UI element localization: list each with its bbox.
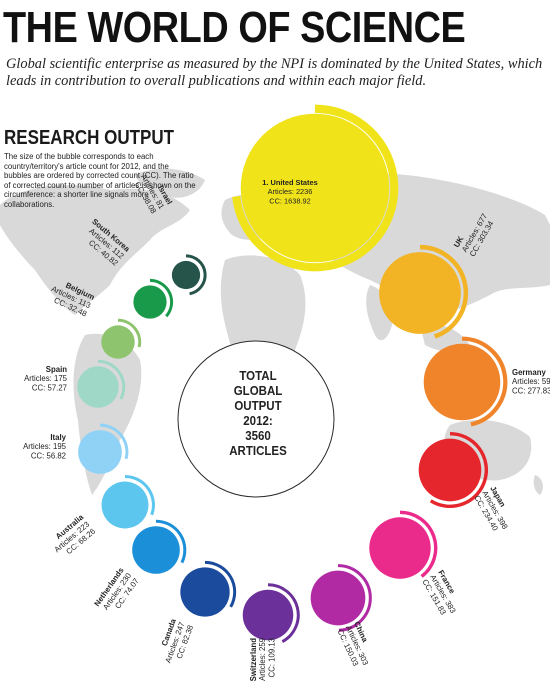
total-output-line: 3560 (245, 429, 271, 443)
country-circle (101, 481, 149, 529)
total-output-line: TOTAL (239, 369, 277, 383)
cc-ratio-arc (337, 564, 372, 632)
article-count: Articles: 195 (23, 442, 67, 451)
cc-ratio-arc (97, 359, 126, 400)
country-label: IsraelArticles: 81CC: 38.08 (131, 168, 174, 215)
country-label: ChinaArticles: 303CC: 150.03 (336, 620, 379, 670)
country-name: Italy (50, 433, 66, 442)
country-circle (369, 517, 431, 579)
section-heading: RESEARCH OUTPUT (4, 127, 175, 149)
country-label: 1. United States Articles: 2236 CC: 1638.9… (262, 178, 317, 205)
country-bubble: UKArticles: 677CC: 303.34 (379, 207, 497, 339)
total-output-line: 2012: (243, 414, 273, 428)
cc-ratio-arc (99, 423, 129, 460)
cc-ratio-arc (419, 244, 469, 339)
total-output-line: ARTICLES (229, 444, 287, 458)
country-circle (171, 260, 201, 290)
corrected-count: CC: 1638.92 (269, 196, 311, 205)
country-label: BelgiumArticles: 113CC: 32.48 (46, 276, 96, 319)
country-name: 1. United States (262, 178, 317, 187)
country-bubble: ChinaArticles: 303CC: 150.03 (310, 564, 379, 670)
country-label: Italy Articles: 195 CC: 56.82 (23, 433, 67, 460)
cc-ratio-arc (461, 336, 508, 427)
country-bubble: IsraelArticles: 81CC: 38.08 (131, 168, 207, 296)
country-bubble: CanadaArticles: 247CC: 82.38 (155, 560, 237, 667)
cc-ratio-arc (267, 583, 300, 643)
country-name: Germany (512, 368, 546, 377)
country-bubble: Spain Articles: 175 CC: 57.27 (24, 359, 126, 408)
country-bubble: Italy Articles: 195 CC: 56.82 (23, 423, 129, 474)
corrected-count: CC: 57.27 (32, 383, 67, 392)
corrected-count: CC: 109.13 (267, 638, 276, 677)
corrected-count: CC: 56.82 (31, 451, 66, 460)
country-name: Spain (46, 365, 67, 374)
cc-ratio-arc (185, 254, 207, 296)
cc-ratio-arc (124, 475, 155, 516)
page-subtitle: Global scientific enterprise as measured… (6, 56, 543, 89)
article-count: Articles: 595 (512, 377, 550, 386)
cc-ratio-arc (232, 104, 399, 272)
cc-ratio-arc (155, 519, 187, 564)
country-circle (418, 438, 482, 502)
article-count: Articles: 2236 (268, 187, 313, 196)
page-title: THE WORLD OF SCIENCE (3, 3, 466, 52)
country-label: AustraliaArticles: 223CC: 68.26 (47, 512, 98, 561)
country-bubble: FranceArticles: 383CC: 151.83 (369, 510, 465, 620)
country-label: Spain Articles: 175 CC: 57.27 (24, 365, 68, 392)
country-label: NetherlandsArticles: 230CC: 74.07 (92, 565, 141, 618)
total-output-label: TOTAL GLOBAL OUTPUT 2012: 3560 ARTICLES (221, 369, 295, 459)
cc-ratio-arc (117, 318, 142, 348)
country-bubble: BelgiumArticles: 113CC: 32.48 (46, 276, 142, 359)
article-count: Articles: 175 (24, 374, 68, 383)
country-bubble: JapanArticles: 398CC: 234.40 (418, 431, 510, 533)
country-bubble: 1. United States Articles: 2236 CC: 1638.9… (232, 104, 399, 272)
country-circle (310, 570, 366, 626)
country-circle (379, 252, 461, 334)
cc-ratio-arc (204, 560, 237, 608)
country-circle (101, 325, 135, 359)
country-circle (180, 567, 230, 617)
cc-ratio-arc (429, 431, 488, 509)
cc-ratio-arc (149, 278, 174, 318)
total-output-line: OUTPUT (234, 399, 282, 413)
country-circle (133, 285, 167, 319)
country-name: Switzerland (249, 638, 258, 682)
corrected-count: CC: 277.83 (512, 386, 550, 395)
cc-ratio-arc (399, 510, 438, 578)
article-count: Articles: 259 (258, 638, 267, 681)
country-circle (78, 430, 122, 474)
total-output-line: GLOBAL (233, 384, 283, 398)
country-circle (132, 526, 180, 574)
country-bubble: South KoreaArticles: 112CC: 40.82 (78, 217, 174, 319)
country-label: CanadaArticles: 247CC: 82.38 (155, 617, 196, 667)
country-circle (240, 113, 390, 263)
center-ring (177, 340, 335, 498)
country-label: FranceArticles: 383CC: 151.83 (420, 569, 465, 620)
country-circle (242, 589, 294, 641)
country-bubble: NetherlandsArticles: 230CC: 74.07 (92, 519, 187, 618)
country-circle (77, 366, 119, 408)
country-label: UKArticles: 677CC: 303.34 (452, 207, 497, 258)
country-label: SwitzerlandArticles: 259CC: 109.13 (249, 638, 276, 682)
country-label: South KoreaArticles: 112CC: 40.82 (78, 217, 132, 268)
country-circle (423, 343, 501, 421)
country-bubble: SwitzerlandArticles: 259CC: 109.13 (242, 583, 300, 682)
section-description: The size of the bubble corresponds to ea… (4, 152, 196, 209)
